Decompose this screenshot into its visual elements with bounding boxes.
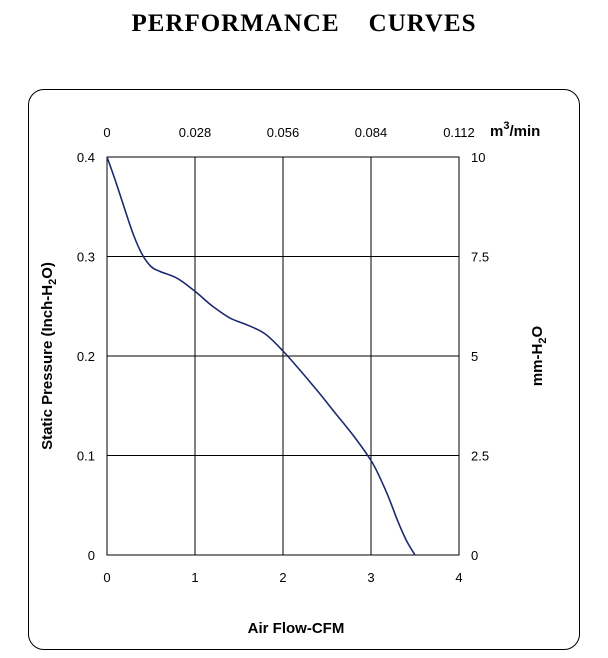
y2-tick-label: 0 bbox=[471, 548, 478, 563]
series-group bbox=[106, 156, 416, 556]
x2-axis-label-post: /min bbox=[509, 123, 540, 140]
y-axis-label-post: O) bbox=[39, 262, 56, 279]
chart-title: PERFORMANCE CURVES bbox=[131, 10, 477, 37]
y2-tick-label: 2.5 bbox=[471, 449, 489, 464]
x-tick-label: 0 bbox=[103, 570, 110, 585]
x2-axis-label-pre: m bbox=[490, 123, 503, 140]
pressure-curve bbox=[106, 156, 416, 556]
y-axis-label: Static Pressure (Inch-H2O) bbox=[39, 262, 59, 450]
y-tick-label: 0.4 bbox=[77, 150, 95, 165]
x-tick-label: 2 bbox=[279, 570, 286, 585]
x-axis-label: Air Flow-CFM bbox=[248, 620, 345, 637]
x2-tick-label: 0.028 bbox=[179, 125, 212, 140]
y2-tick-label: 5 bbox=[471, 349, 478, 364]
x-tick-label: 4 bbox=[455, 570, 462, 585]
y2-axis-label: mm-H2O bbox=[529, 326, 549, 387]
x2-tick-label: 0 bbox=[103, 125, 110, 140]
x-tick-label: 1 bbox=[191, 570, 198, 585]
y-tick-label: 0.2 bbox=[77, 349, 95, 364]
y2-axis-label-pre: mm-H bbox=[529, 344, 546, 387]
y2-tick-label: 10 bbox=[471, 150, 485, 165]
y-tick-label: 0.3 bbox=[77, 250, 95, 265]
y-tick-label: 0 bbox=[88, 548, 95, 563]
y2-tick-labels: 0 2.5 5 7.5 10 bbox=[471, 150, 489, 563]
x2-axis-label: m3/min bbox=[490, 120, 540, 140]
x2-tick-label: 0.056 bbox=[267, 125, 300, 140]
y-axis-label-pre: Static Pressure (Inch-H bbox=[39, 285, 56, 450]
x2-axis-label-sup: 3 bbox=[503, 120, 509, 132]
y-axis-label-sub: 2 bbox=[47, 279, 59, 285]
y2-axis-label-sub: 2 bbox=[537, 338, 549, 344]
x-tick-label: 3 bbox=[367, 570, 374, 585]
x2-tick-label: 0.084 bbox=[355, 125, 388, 140]
plot-area bbox=[106, 156, 460, 556]
y2-axis-label-post: O bbox=[529, 326, 546, 338]
x-tick-labels: 0 1 2 3 4 bbox=[103, 570, 462, 585]
chart-frame bbox=[28, 89, 580, 650]
y-tick-labels: 0 0.1 0.2 0.3 0.4 bbox=[77, 150, 95, 563]
y2-tick-label: 7.5 bbox=[471, 250, 489, 265]
grid-lines bbox=[107, 157, 459, 555]
x2-tick-labels: 0 0.028 0.056 0.084 0.112 bbox=[103, 125, 474, 140]
y-tick-label: 0.1 bbox=[77, 449, 95, 464]
x2-tick-label: 0.112 bbox=[443, 125, 475, 140]
